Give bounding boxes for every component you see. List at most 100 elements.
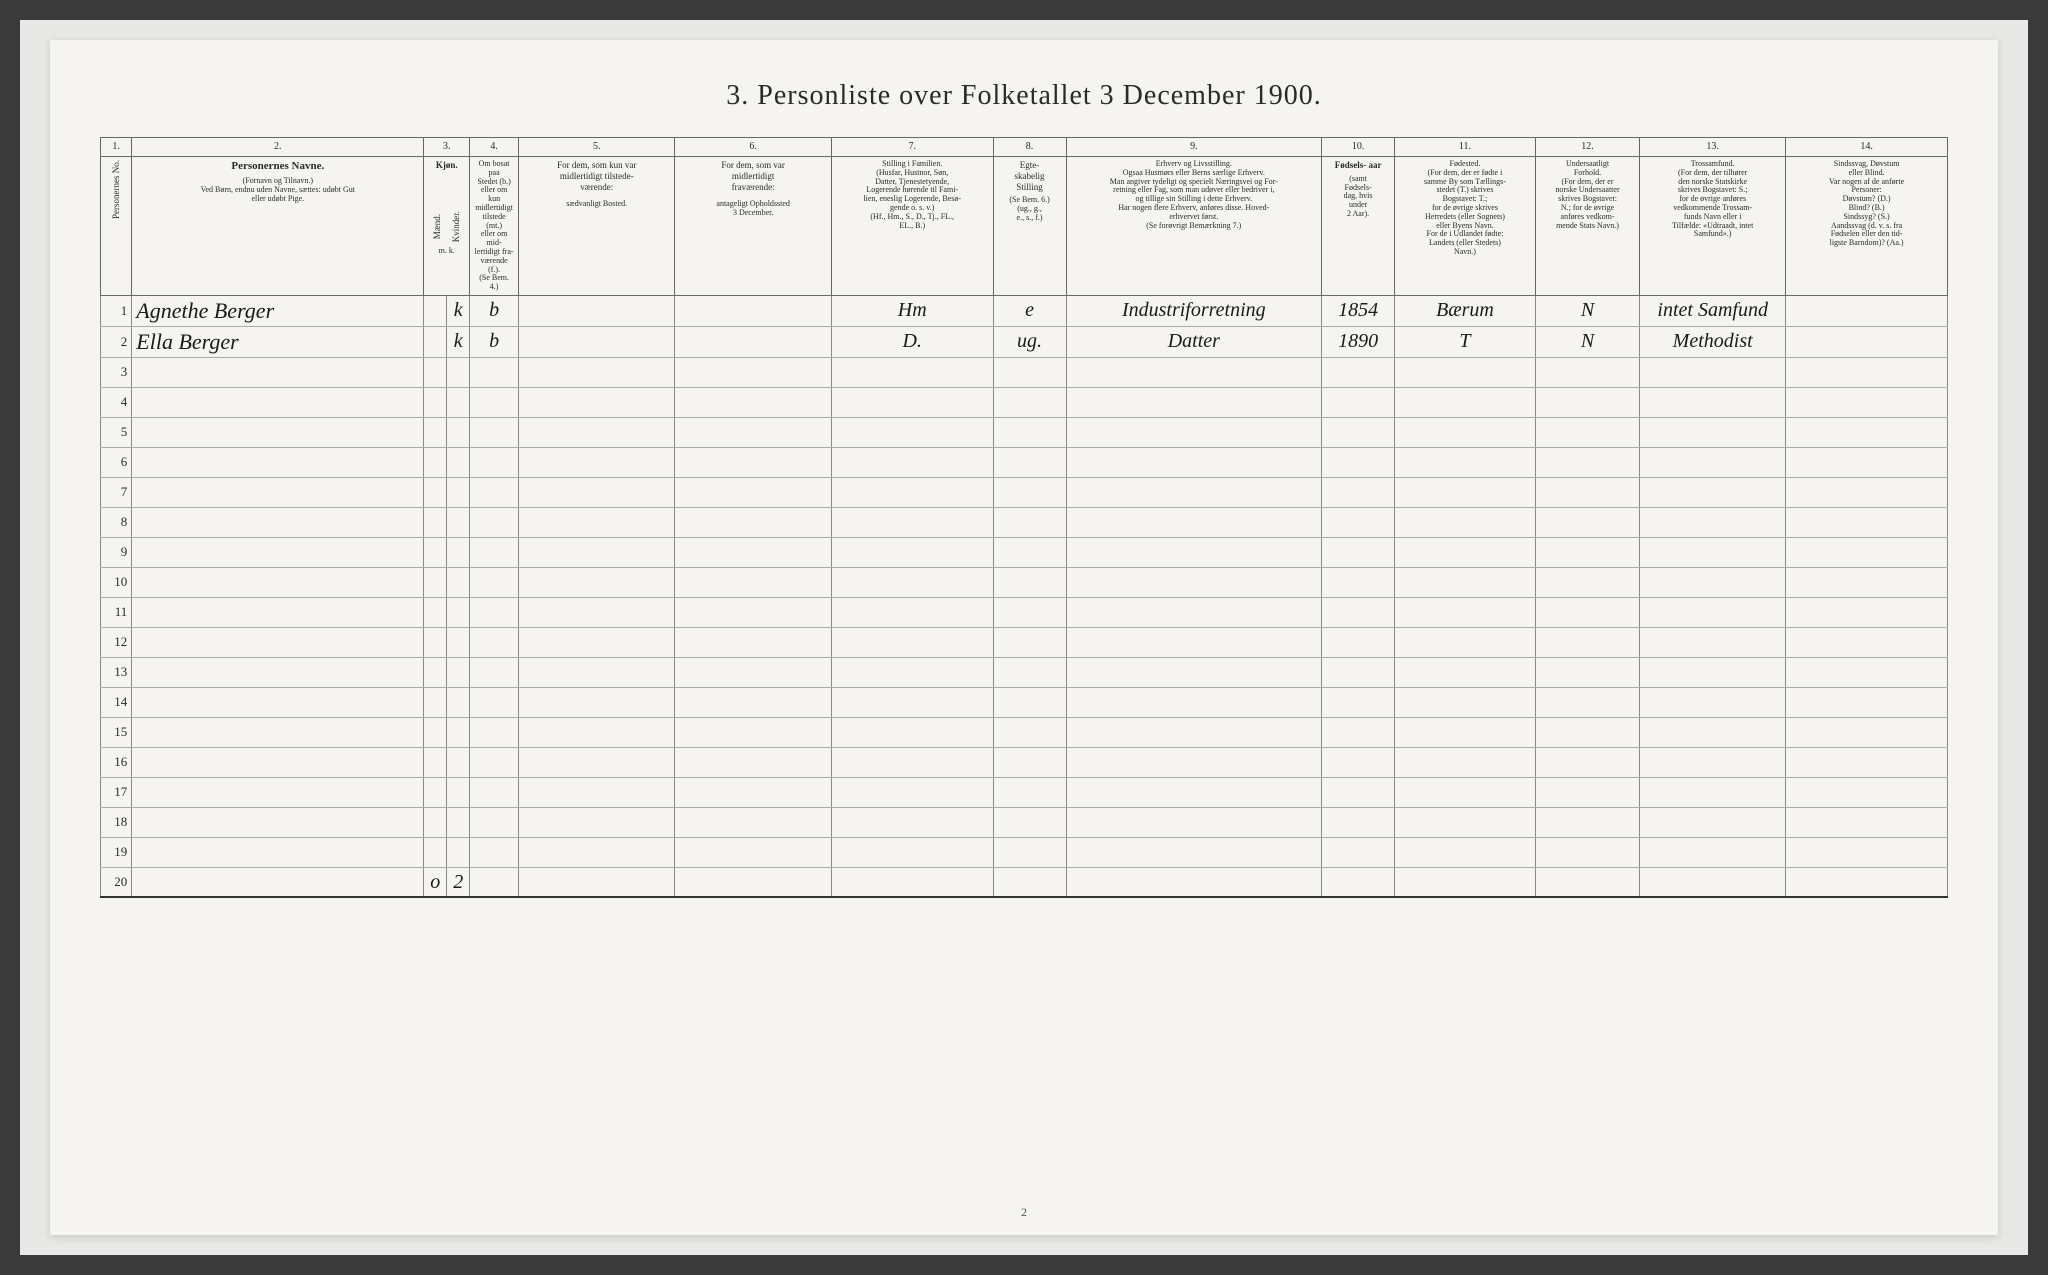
cell-empty — [1322, 417, 1395, 447]
cell-empty — [831, 507, 993, 537]
cell-empty — [675, 597, 831, 627]
cell-empty — [470, 657, 519, 687]
cell-empty — [447, 537, 470, 567]
cell-empty — [993, 717, 1066, 747]
cell-empty — [993, 447, 1066, 477]
cell-empty — [447, 447, 470, 477]
cell-empty — [447, 567, 470, 597]
cell-empty — [447, 417, 470, 447]
cell-empty — [447, 747, 470, 777]
cell-empty — [424, 507, 447, 537]
col-num-4: 4. — [470, 138, 519, 157]
table-row-empty: 15 — [101, 717, 1948, 747]
cell-empty — [518, 657, 674, 687]
cell-empty — [1395, 807, 1536, 837]
cell-empty — [1786, 777, 1948, 807]
cell-empty — [132, 627, 424, 657]
cell-empty — [470, 867, 519, 897]
cell-empty — [1640, 627, 1786, 657]
cell-empty — [518, 777, 674, 807]
cell-empty — [1066, 747, 1322, 777]
cell-empty — [675, 507, 831, 537]
header-row: Personernes No. Personernes Navne. (Forn… — [101, 157, 1948, 296]
table-row: 1 Agnethe Berger k b Hm e Industriforret… — [101, 295, 1948, 326]
page-container: 3. Personliste over Folketallet 3 Decemb… — [20, 20, 2028, 1255]
cell-empty — [993, 657, 1066, 687]
cell-empty — [518, 867, 674, 897]
cell-empty — [424, 687, 447, 717]
row-number: 18 — [101, 807, 132, 837]
cell-empty — [1322, 537, 1395, 567]
cell-empty — [1322, 627, 1395, 657]
col-num-13: 13. — [1640, 138, 1786, 157]
row-number: 6 — [101, 447, 132, 477]
cell-empty — [470, 447, 519, 477]
cell-present — [518, 295, 674, 326]
cell-empty — [518, 747, 674, 777]
cell-empty — [1395, 777, 1536, 807]
cell-empty — [132, 537, 424, 567]
cell-empty — [993, 777, 1066, 807]
cell-empty — [447, 477, 470, 507]
cell-empty — [993, 387, 1066, 417]
cell-empty — [1786, 357, 1948, 387]
cell-empty — [831, 687, 993, 717]
cell-empty — [1535, 597, 1639, 627]
cell-empty — [132, 507, 424, 537]
header-occupation: Erhverv og Livsstilling. Ogsaa Husmørs e… — [1066, 157, 1322, 296]
cell-empty — [470, 417, 519, 447]
cell-empty — [518, 477, 674, 507]
header-resident: Om bosat paa Stedet (b.) eller om kun mi… — [470, 157, 519, 296]
cell-empty — [518, 567, 674, 597]
row-number: 2 — [101, 326, 132, 357]
cell-empty — [831, 357, 993, 387]
cell-absent — [675, 326, 831, 357]
cell-empty — [1395, 657, 1536, 687]
header-citizenship: Undersaatligt Forhold. (For dem, der er … — [1535, 157, 1639, 296]
row-number: 8 — [101, 507, 132, 537]
cell-religion: Methodist — [1640, 326, 1786, 357]
col-num-5: 5. — [518, 138, 674, 157]
cell-total-m: o — [424, 867, 447, 897]
table-row-empty: 17 — [101, 777, 1948, 807]
cell-empty — [447, 507, 470, 537]
cell-birthyear: 1854 — [1322, 295, 1395, 326]
cell-empty — [424, 387, 447, 417]
table-row-empty: 4 — [101, 387, 1948, 417]
cell-empty — [675, 567, 831, 597]
cell-empty — [1395, 477, 1536, 507]
cell-empty — [132, 657, 424, 687]
cell-empty — [1322, 867, 1395, 897]
cell-empty — [132, 567, 424, 597]
cell-empty — [1322, 567, 1395, 597]
cell-empty — [132, 357, 424, 387]
cell-empty — [470, 477, 519, 507]
cell-empty — [132, 417, 424, 447]
cell-empty — [1322, 447, 1395, 477]
cell-empty — [1322, 687, 1395, 717]
cell-empty — [1322, 657, 1395, 687]
cell-empty — [1786, 447, 1948, 477]
cell-empty — [518, 627, 674, 657]
table-row-empty: 18 — [101, 807, 1948, 837]
cell-empty — [831, 627, 993, 657]
cell-empty — [1322, 807, 1395, 837]
cell-empty — [1322, 477, 1395, 507]
cell-empty — [1640, 657, 1786, 687]
cell-empty — [1066, 417, 1322, 447]
cell-empty — [518, 837, 674, 867]
cell-empty — [1395, 627, 1536, 657]
cell-empty — [1535, 867, 1639, 897]
header-religion: Trossamfund. (For dem, der tilhører den … — [1640, 157, 1786, 296]
cell-empty — [1535, 357, 1639, 387]
cell-citizenship: N — [1535, 295, 1639, 326]
cell-empty — [518, 507, 674, 537]
cell-empty — [1535, 477, 1639, 507]
col-num-3: 3. — [424, 138, 470, 157]
cell-empty — [470, 567, 519, 597]
col-num-1: 1. — [101, 138, 132, 157]
table-row-empty: 9 — [101, 537, 1948, 567]
cell-absent — [675, 295, 831, 326]
cell-empty — [447, 627, 470, 657]
cell-empty — [470, 837, 519, 867]
